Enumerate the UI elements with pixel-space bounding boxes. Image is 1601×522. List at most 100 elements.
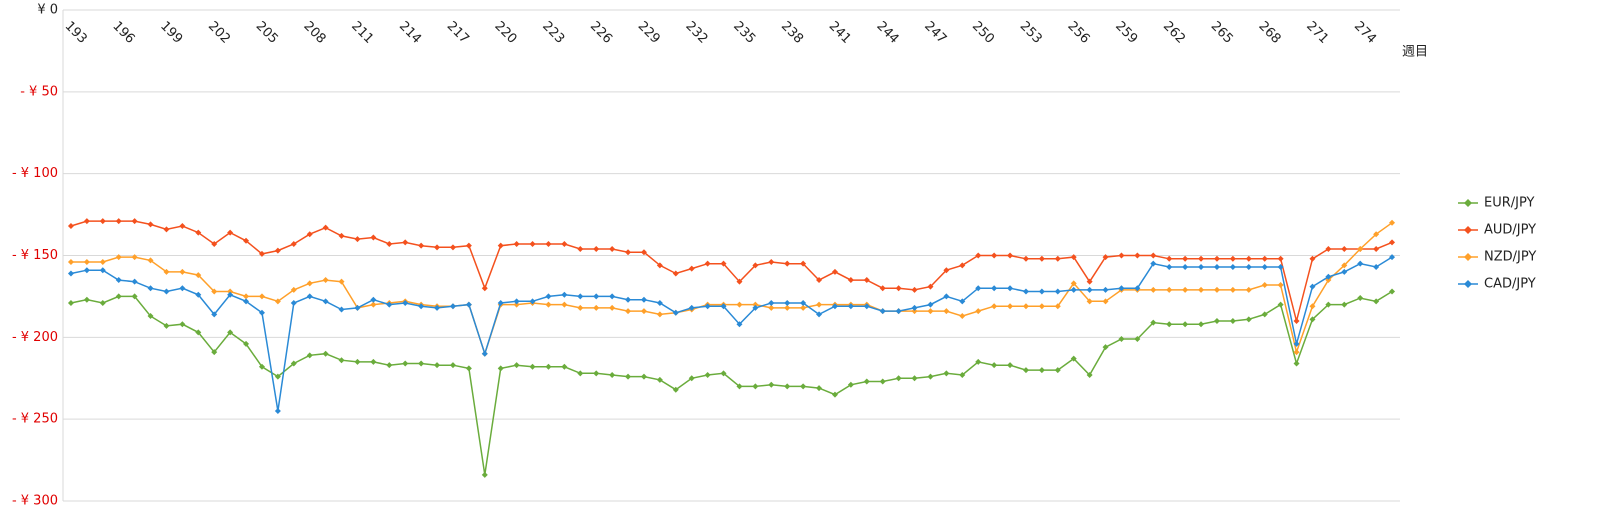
data-point xyxy=(943,267,950,274)
data-point xyxy=(1054,303,1061,310)
x-tick-label: 196 xyxy=(109,19,137,47)
data-point xyxy=(1198,255,1205,262)
data-point xyxy=(784,383,791,390)
data-point xyxy=(227,329,234,336)
data-point xyxy=(243,237,250,244)
data-point xyxy=(1007,362,1014,369)
data-point xyxy=(656,311,663,318)
data-point xyxy=(386,362,393,369)
data-point xyxy=(1277,263,1284,270)
data-point xyxy=(481,471,488,478)
data-point xyxy=(497,299,504,306)
data-point xyxy=(434,362,441,369)
data-point xyxy=(1166,263,1173,270)
data-point xyxy=(879,378,886,385)
data-point xyxy=(163,322,170,329)
data-point xyxy=(991,285,998,292)
legend-label: CAD/JPY xyxy=(1484,277,1536,292)
data-point xyxy=(290,241,297,248)
data-point xyxy=(1134,285,1141,292)
data-point xyxy=(816,277,823,284)
data-point xyxy=(991,252,998,259)
data-point xyxy=(672,386,679,393)
data-point xyxy=(115,293,122,300)
data-point xyxy=(1325,273,1332,280)
data-point xyxy=(1357,260,1364,267)
data-point xyxy=(370,234,377,241)
data-point xyxy=(1118,252,1125,259)
data-point xyxy=(1229,255,1236,262)
x-tick-label: 268 xyxy=(1255,19,1283,47)
data-point xyxy=(338,278,345,285)
data-point xyxy=(1341,262,1348,269)
data-point xyxy=(1277,281,1284,288)
data-point xyxy=(211,288,218,295)
data-point xyxy=(863,277,870,284)
data-point xyxy=(99,299,106,306)
x-tick-label: 205 xyxy=(253,19,281,47)
data-point xyxy=(911,286,918,293)
data-point xyxy=(577,245,584,252)
x-tick-label: 247 xyxy=(921,19,949,47)
data-point xyxy=(1102,286,1109,293)
data-point xyxy=(179,321,186,328)
data-point xyxy=(1038,303,1045,310)
data-point xyxy=(1293,360,1300,367)
y-tick-label: - ¥ 250 xyxy=(12,412,58,427)
x-tick-label: 199 xyxy=(157,19,185,47)
data-point xyxy=(306,352,313,359)
data-point xyxy=(975,285,982,292)
data-point xyxy=(959,371,966,378)
data-point xyxy=(258,309,265,316)
y-tick-label: - ¥ 100 xyxy=(12,166,58,181)
data-point xyxy=(959,313,966,320)
data-point xyxy=(640,373,647,380)
data-point xyxy=(1229,317,1236,324)
data-point xyxy=(768,304,775,311)
data-point xyxy=(1277,301,1284,308)
data-point xyxy=(227,291,234,298)
data-point xyxy=(640,308,647,315)
data-point xyxy=(147,313,154,320)
data-point xyxy=(609,371,616,378)
data-point xyxy=(99,267,106,274)
x-tick-label: 208 xyxy=(300,19,328,47)
data-point xyxy=(195,229,202,236)
data-point xyxy=(1038,288,1045,295)
data-point xyxy=(243,293,250,300)
data-point xyxy=(290,299,297,306)
data-point xyxy=(1213,317,1220,324)
x-tick-label: 271 xyxy=(1303,19,1331,47)
data-point xyxy=(593,293,600,300)
data-point xyxy=(402,239,409,246)
series-line xyxy=(70,290,1393,475)
data-point xyxy=(449,362,456,369)
x-tick-label: 217 xyxy=(444,19,472,47)
data-point xyxy=(1182,255,1189,262)
data-point xyxy=(561,241,568,248)
y-tick-label: - ¥ 50 xyxy=(20,84,58,99)
data-point xyxy=(290,286,297,293)
data-point xyxy=(593,370,600,377)
data-point xyxy=(67,299,74,306)
data-point xyxy=(1309,303,1316,310)
data-point xyxy=(625,249,632,256)
data-point xyxy=(1038,367,1045,374)
data-point xyxy=(831,303,838,310)
data-point xyxy=(1261,263,1268,270)
data-point xyxy=(1022,367,1029,374)
data-point xyxy=(816,311,823,318)
data-point xyxy=(640,296,647,303)
data-point xyxy=(1166,255,1173,262)
data-point xyxy=(609,304,616,311)
data-point xyxy=(131,218,138,225)
data-point xyxy=(67,270,74,277)
data-point xyxy=(243,298,250,305)
data-point xyxy=(1245,255,1252,262)
data-point xyxy=(243,340,250,347)
data-point xyxy=(418,360,425,367)
data-point xyxy=(1054,288,1061,295)
data-point xyxy=(545,241,552,248)
data-point xyxy=(1373,231,1380,238)
data-point xyxy=(816,301,823,308)
